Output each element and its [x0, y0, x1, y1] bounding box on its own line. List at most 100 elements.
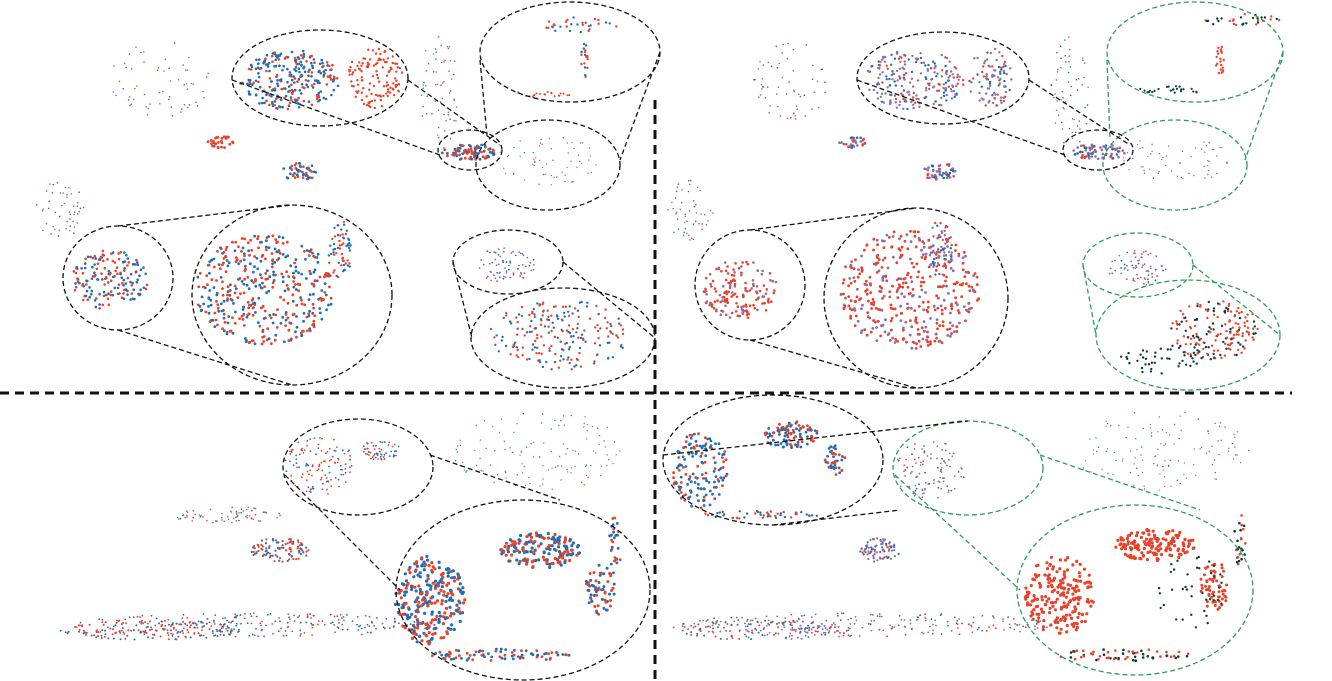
point [550, 329, 553, 333]
point [938, 167, 942, 171]
point [250, 517, 253, 520]
point [172, 633, 174, 635]
point [699, 189, 701, 192]
point [428, 599, 432, 604]
point [225, 628, 227, 630]
point [577, 154, 579, 156]
point [934, 65, 937, 68]
point [366, 63, 370, 67]
point [478, 157, 482, 161]
point [896, 339, 899, 343]
point [609, 562, 613, 566]
point [73, 213, 75, 216]
point [350, 60, 354, 64]
point [1216, 334, 1219, 338]
point [886, 266, 890, 270]
point [1219, 60, 1222, 63]
point [547, 315, 550, 318]
point [102, 623, 105, 626]
point [208, 621, 211, 624]
point [986, 51, 989, 54]
point [158, 91, 161, 94]
point [938, 324, 942, 327]
point [281, 242, 285, 245]
point [717, 493, 721, 496]
point [249, 515, 251, 517]
point [234, 287, 238, 291]
point [1144, 363, 1147, 366]
point [967, 284, 971, 288]
point [253, 234, 257, 238]
point [512, 343, 515, 346]
point [431, 632, 435, 636]
point [576, 358, 579, 362]
point [289, 453, 292, 455]
point [276, 82, 279, 85]
point [596, 329, 600, 333]
point [508, 538, 512, 542]
point [924, 64, 927, 67]
point [1237, 322, 1240, 326]
point [225, 259, 229, 262]
point [981, 70, 984, 74]
point [140, 631, 143, 634]
point [383, 627, 386, 630]
point [369, 451, 372, 454]
point [214, 142, 218, 146]
point [1133, 280, 1136, 282]
point [202, 285, 205, 289]
point [432, 627, 436, 631]
point [362, 445, 365, 448]
point [123, 266, 126, 270]
point [342, 242, 345, 245]
point [221, 519, 223, 521]
point [446, 574, 450, 578]
point [97, 635, 100, 638]
point [679, 485, 683, 489]
point [690, 446, 693, 450]
point [425, 558, 430, 562]
point [539, 456, 541, 458]
point [571, 328, 575, 331]
point [956, 309, 960, 312]
point [583, 422, 585, 425]
point [684, 493, 687, 496]
point [289, 618, 291, 621]
point [260, 543, 263, 547]
point [291, 630, 294, 633]
point [612, 536, 616, 540]
point [497, 350, 500, 353]
point [252, 81, 255, 85]
point [864, 289, 867, 293]
point [126, 289, 129, 293]
point [1238, 326, 1241, 329]
point [273, 100, 277, 103]
point [264, 272, 268, 275]
point [328, 274, 332, 277]
point [950, 243, 953, 247]
point [942, 91, 946, 94]
point [944, 81, 948, 84]
point [1126, 269, 1129, 271]
point [320, 478, 322, 481]
point [935, 336, 938, 340]
point [1194, 353, 1197, 357]
point [376, 61, 379, 65]
point [348, 249, 351, 252]
point [117, 620, 120, 622]
point [969, 90, 972, 93]
point [285, 470, 288, 473]
point [863, 141, 867, 145]
point [1140, 256, 1143, 259]
point [881, 71, 884, 74]
point [164, 619, 166, 622]
point [447, 111, 450, 114]
point [881, 279, 885, 282]
point [78, 210, 80, 213]
point [577, 453, 580, 455]
point [906, 285, 910, 289]
point [216, 306, 220, 310]
point [386, 94, 389, 98]
point [589, 24, 592, 27]
point [440, 599, 444, 603]
